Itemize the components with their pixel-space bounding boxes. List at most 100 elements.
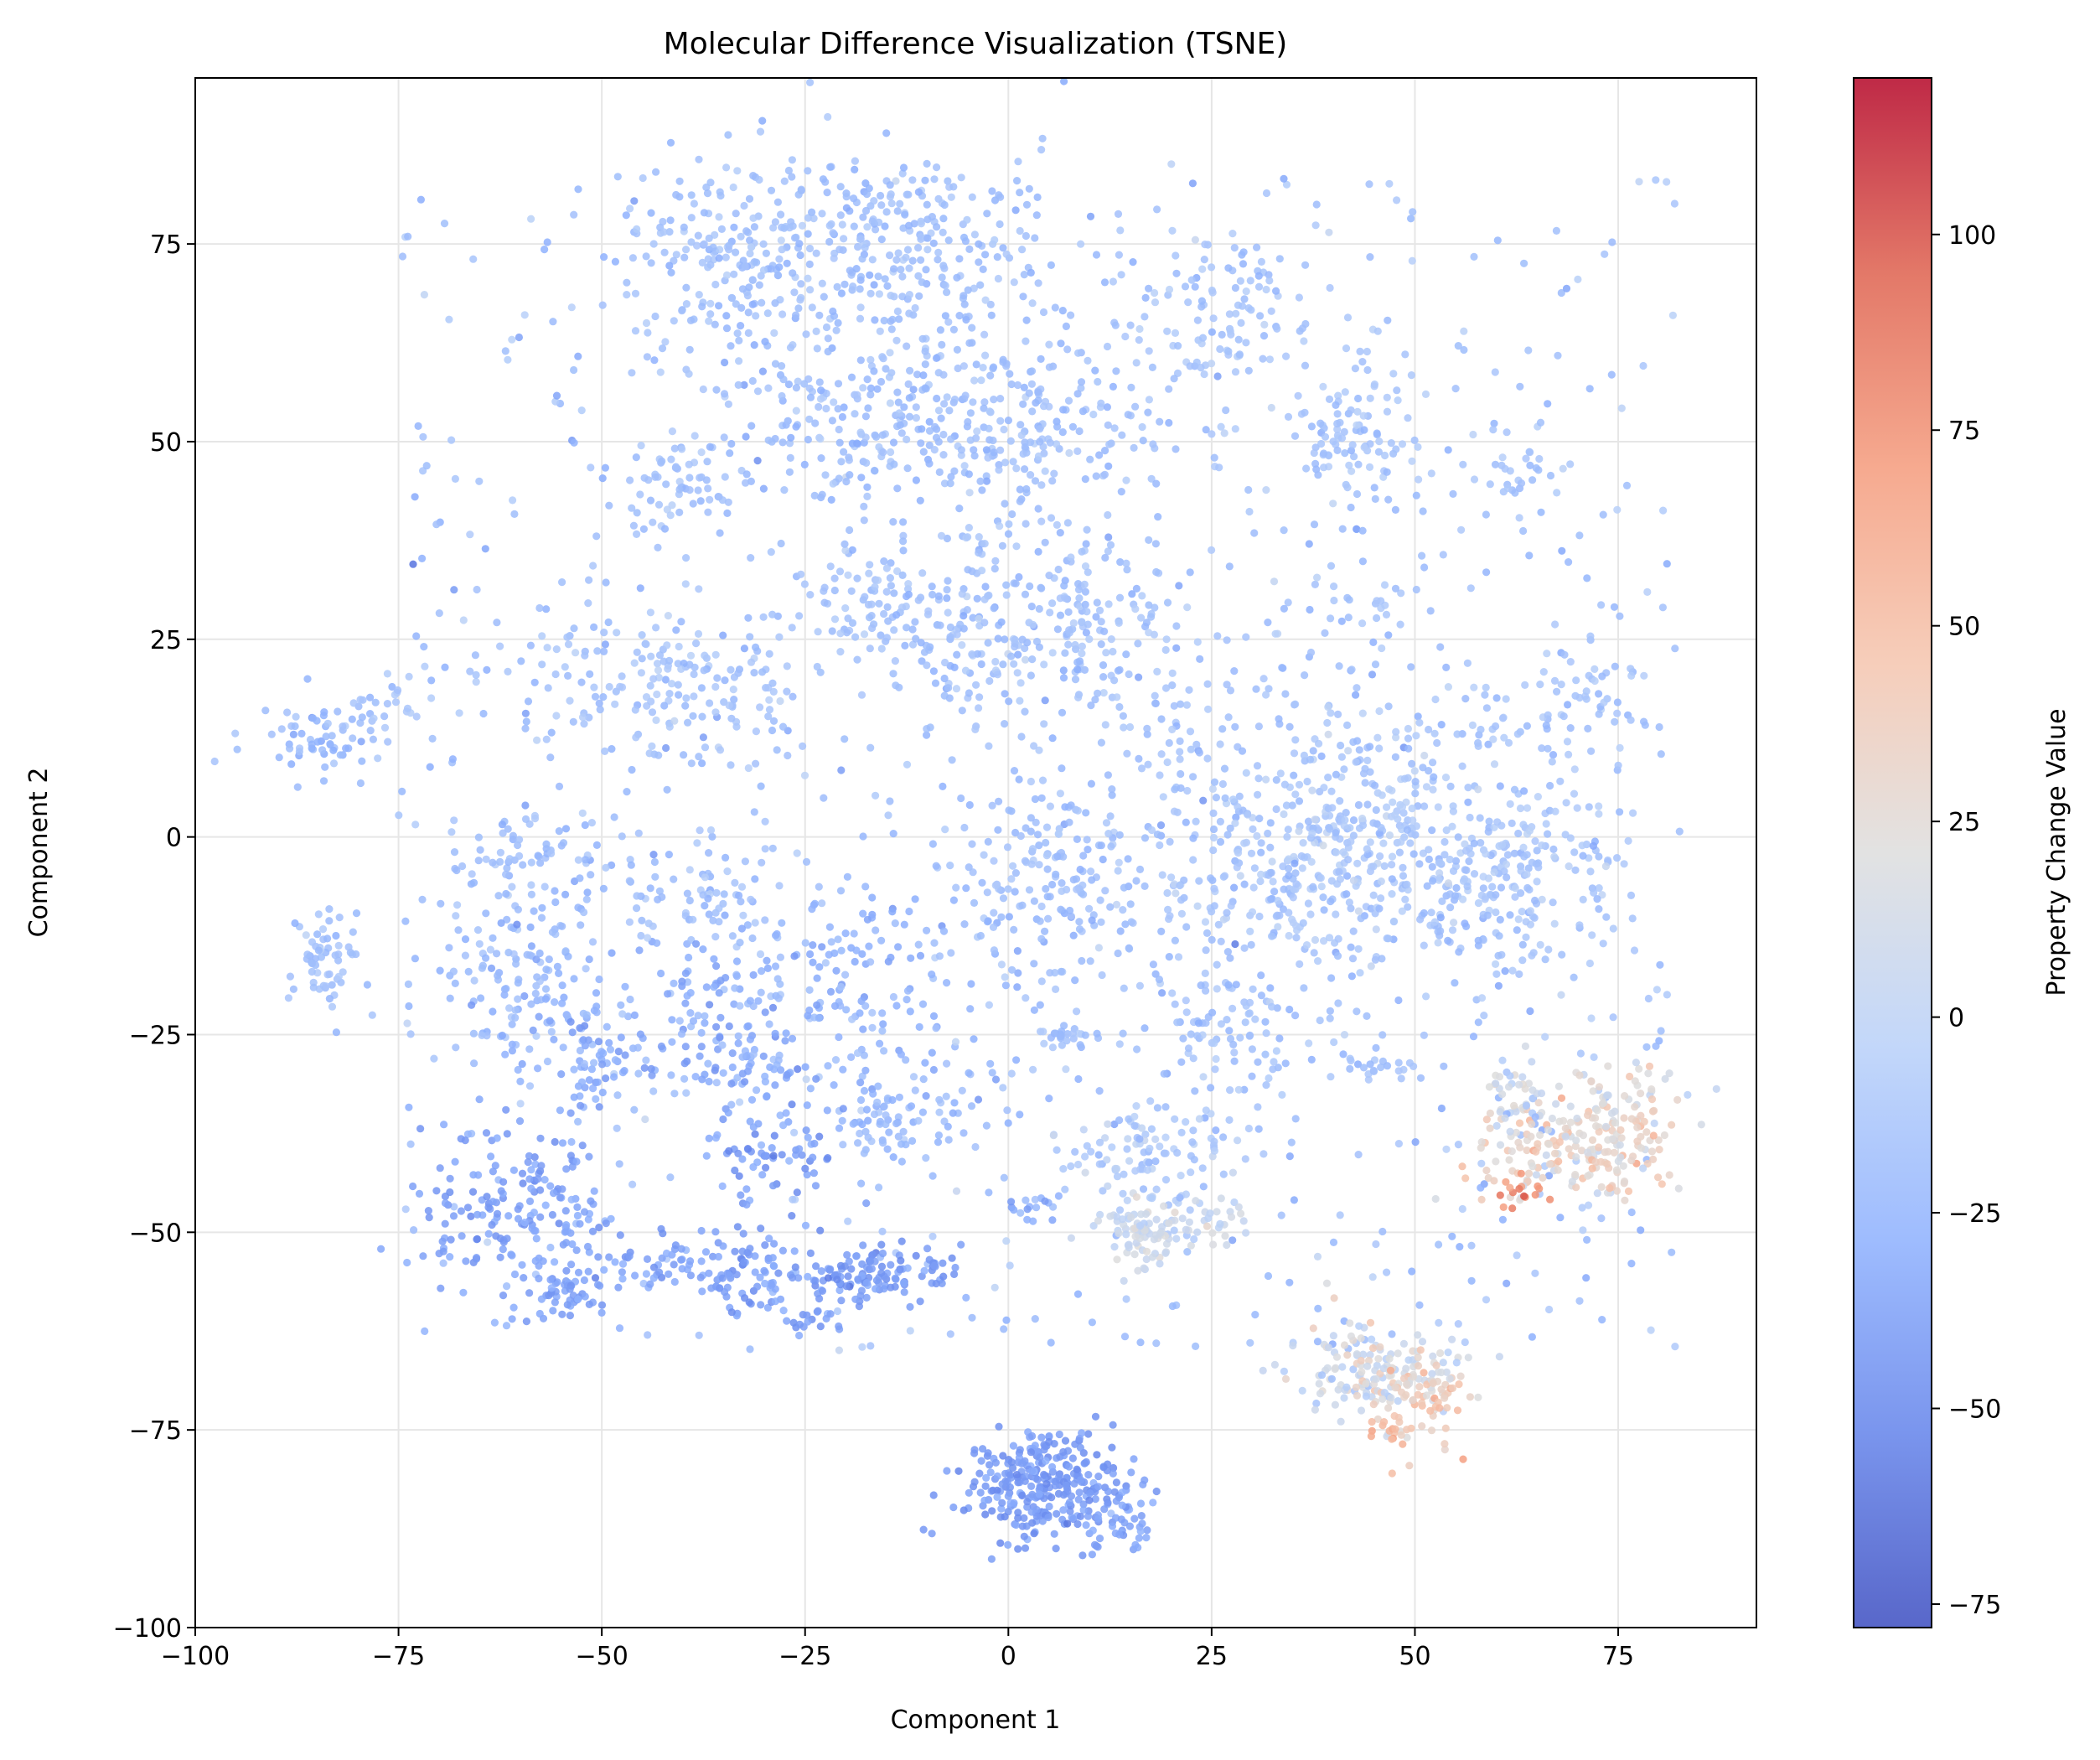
data-point bbox=[1201, 241, 1209, 249]
data-point bbox=[706, 310, 715, 318]
data-point bbox=[516, 1077, 525, 1085]
data-point bbox=[1236, 277, 1244, 285]
data-point bbox=[728, 1063, 737, 1072]
data-point bbox=[1441, 774, 1451, 782]
data-point bbox=[770, 1262, 778, 1271]
data-point bbox=[292, 712, 300, 721]
data-point bbox=[1595, 710, 1603, 718]
data-point bbox=[681, 969, 691, 977]
data-point bbox=[1314, 471, 1322, 479]
data-point bbox=[477, 994, 485, 1002]
data-point bbox=[975, 548, 983, 557]
data-point bbox=[617, 1033, 625, 1042]
data-point bbox=[829, 307, 837, 316]
data-point bbox=[715, 493, 723, 501]
data-point bbox=[681, 701, 690, 710]
data-point bbox=[1272, 776, 1280, 784]
data-point bbox=[1083, 525, 1091, 534]
data-point bbox=[928, 582, 936, 591]
data-point bbox=[1229, 1040, 1238, 1048]
data-point bbox=[771, 962, 780, 971]
data-point bbox=[1498, 453, 1507, 462]
data-point bbox=[933, 394, 941, 403]
data-point bbox=[955, 505, 964, 513]
data-point bbox=[943, 393, 951, 401]
data-point bbox=[514, 979, 522, 987]
data-point bbox=[752, 727, 761, 736]
data-point bbox=[1307, 1055, 1316, 1064]
data-point bbox=[1388, 786, 1396, 795]
data-point bbox=[1120, 984, 1128, 992]
data-point bbox=[1451, 979, 1459, 987]
data-point bbox=[317, 953, 325, 961]
data-point bbox=[1052, 870, 1060, 878]
data-point bbox=[824, 112, 832, 122]
data-point bbox=[1203, 754, 1212, 763]
data-point bbox=[1043, 865, 1052, 873]
data-point bbox=[643, 1255, 652, 1263]
data-point bbox=[1022, 655, 1030, 664]
data-point bbox=[649, 851, 658, 859]
data-point bbox=[670, 717, 679, 725]
data-point bbox=[740, 644, 749, 653]
data-point bbox=[581, 820, 589, 830]
data-point bbox=[574, 856, 583, 864]
data-point bbox=[719, 1115, 727, 1124]
data-point bbox=[721, 358, 729, 367]
data-point bbox=[1106, 812, 1115, 820]
data-point bbox=[1492, 694, 1501, 702]
data-point bbox=[699, 733, 708, 742]
data-point bbox=[598, 474, 607, 483]
data-point bbox=[1224, 981, 1233, 989]
data-point bbox=[546, 1276, 555, 1284]
data-point bbox=[1076, 1041, 1084, 1049]
data-point bbox=[959, 612, 968, 620]
data-point bbox=[968, 650, 976, 659]
data-point bbox=[1378, 955, 1386, 963]
data-point bbox=[1158, 989, 1166, 997]
data-point bbox=[939, 927, 949, 935]
data-point bbox=[1375, 707, 1384, 716]
data-point bbox=[1101, 721, 1109, 729]
data-point bbox=[888, 908, 897, 916]
data-point bbox=[1560, 650, 1569, 659]
data-point bbox=[1041, 696, 1049, 705]
data-point bbox=[695, 753, 703, 761]
data-point bbox=[1094, 689, 1102, 697]
data-point bbox=[637, 669, 646, 677]
data-point bbox=[913, 370, 922, 379]
data-point bbox=[1022, 337, 1030, 345]
data-point bbox=[1378, 1031, 1387, 1039]
data-point bbox=[880, 557, 888, 566]
data-point bbox=[879, 355, 887, 363]
data-point bbox=[1415, 475, 1423, 484]
data-point bbox=[842, 204, 851, 212]
data-point bbox=[1262, 1081, 1270, 1090]
data-point bbox=[1324, 774, 1332, 782]
data-point bbox=[503, 915, 511, 924]
data-point bbox=[736, 1098, 744, 1106]
data-point bbox=[1282, 801, 1291, 810]
data-point bbox=[1282, 352, 1291, 360]
data-point bbox=[328, 732, 336, 740]
data-point bbox=[599, 884, 608, 893]
data-point bbox=[1627, 891, 1636, 899]
data-point bbox=[1339, 1050, 1347, 1059]
data-point bbox=[1199, 1073, 1208, 1081]
data-point bbox=[1063, 1037, 1071, 1045]
data-point bbox=[653, 939, 661, 947]
data-point bbox=[841, 735, 849, 743]
data-point bbox=[797, 570, 805, 578]
data-point bbox=[891, 657, 899, 665]
data-point bbox=[1002, 1316, 1011, 1324]
data-point bbox=[962, 884, 970, 893]
data-point bbox=[1089, 410, 1098, 419]
data-point bbox=[1037, 517, 1046, 525]
data-point bbox=[1292, 880, 1301, 888]
data-point bbox=[1520, 259, 1528, 267]
data-point bbox=[432, 1187, 441, 1195]
data-point bbox=[792, 311, 800, 319]
data-point bbox=[503, 1130, 511, 1138]
data-point bbox=[1295, 293, 1303, 302]
data-point bbox=[892, 1002, 901, 1010]
